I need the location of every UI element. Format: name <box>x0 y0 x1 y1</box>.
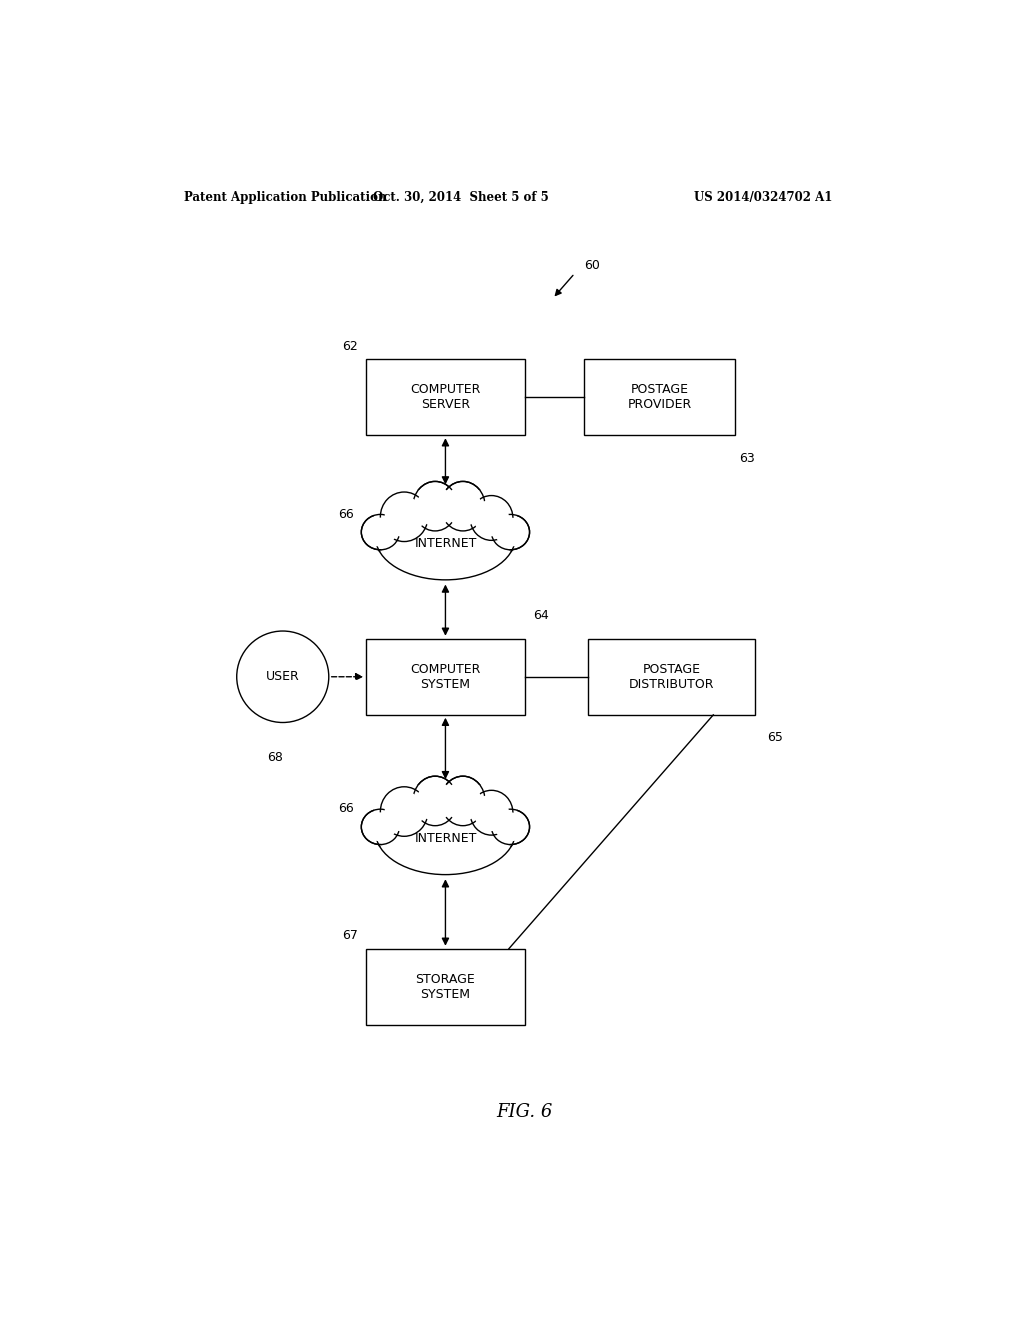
Ellipse shape <box>495 812 526 841</box>
Ellipse shape <box>440 482 485 531</box>
Ellipse shape <box>413 776 458 826</box>
Ellipse shape <box>413 482 458 531</box>
Ellipse shape <box>376 789 515 875</box>
Ellipse shape <box>495 812 526 842</box>
Text: 63: 63 <box>739 451 755 465</box>
Ellipse shape <box>378 792 513 873</box>
Ellipse shape <box>473 793 510 832</box>
Text: 66: 66 <box>338 803 354 816</box>
FancyBboxPatch shape <box>588 639 755 715</box>
Ellipse shape <box>444 780 481 821</box>
Ellipse shape <box>473 499 510 537</box>
Text: 68: 68 <box>267 751 283 764</box>
Text: 66: 66 <box>338 508 354 520</box>
Text: 62: 62 <box>342 341 358 352</box>
FancyBboxPatch shape <box>367 639 524 715</box>
Ellipse shape <box>365 812 396 842</box>
FancyBboxPatch shape <box>367 949 524 1024</box>
FancyBboxPatch shape <box>376 552 515 585</box>
FancyBboxPatch shape <box>374 490 517 537</box>
Text: 65: 65 <box>767 731 782 744</box>
Ellipse shape <box>495 517 526 548</box>
Text: 64: 64 <box>532 610 549 622</box>
Ellipse shape <box>474 499 509 536</box>
Text: STORAGE
SYSTEM: STORAGE SYSTEM <box>416 973 475 1001</box>
Ellipse shape <box>470 495 513 540</box>
Text: POSTAGE
PROVIDER: POSTAGE PROVIDER <box>628 383 692 412</box>
Ellipse shape <box>361 809 399 845</box>
Ellipse shape <box>385 791 424 832</box>
Ellipse shape <box>384 496 424 537</box>
Ellipse shape <box>444 486 481 527</box>
Text: INTERNET: INTERNET <box>415 537 476 550</box>
Ellipse shape <box>417 780 454 821</box>
Ellipse shape <box>237 631 329 722</box>
FancyBboxPatch shape <box>585 359 735 436</box>
Ellipse shape <box>495 517 526 546</box>
Text: POSTAGE
DISTRIBUTOR: POSTAGE DISTRIBUTOR <box>629 663 715 690</box>
Ellipse shape <box>474 795 509 832</box>
Ellipse shape <box>444 486 481 527</box>
FancyBboxPatch shape <box>367 359 524 436</box>
Ellipse shape <box>417 486 454 527</box>
Text: USER: USER <box>266 671 300 684</box>
Ellipse shape <box>365 517 396 548</box>
Text: US 2014/0324702 A1: US 2014/0324702 A1 <box>693 190 833 203</box>
Ellipse shape <box>365 812 396 841</box>
Ellipse shape <box>365 517 396 546</box>
Ellipse shape <box>440 776 485 826</box>
FancyBboxPatch shape <box>374 785 517 832</box>
Text: INTERNET: INTERNET <box>415 832 476 845</box>
Ellipse shape <box>416 780 454 822</box>
Ellipse shape <box>376 495 515 579</box>
Ellipse shape <box>380 492 428 541</box>
Text: COMPUTER
SERVER: COMPUTER SERVER <box>411 383 480 412</box>
Ellipse shape <box>380 787 428 837</box>
Text: 67: 67 <box>342 929 358 942</box>
Ellipse shape <box>361 515 399 550</box>
Ellipse shape <box>384 791 424 833</box>
Ellipse shape <box>416 486 454 527</box>
FancyBboxPatch shape <box>376 847 515 879</box>
Ellipse shape <box>385 496 424 537</box>
Ellipse shape <box>444 780 481 822</box>
Text: 60: 60 <box>585 259 600 272</box>
Text: Patent Application Publication: Patent Application Publication <box>183 190 386 203</box>
Ellipse shape <box>378 498 513 578</box>
Ellipse shape <box>492 809 529 845</box>
Ellipse shape <box>470 791 513 836</box>
Ellipse shape <box>492 515 529 550</box>
Text: Oct. 30, 2014  Sheet 5 of 5: Oct. 30, 2014 Sheet 5 of 5 <box>374 190 549 203</box>
Text: FIG. 6: FIG. 6 <box>497 1102 553 1121</box>
Text: COMPUTER
SYSTEM: COMPUTER SYSTEM <box>411 663 480 690</box>
